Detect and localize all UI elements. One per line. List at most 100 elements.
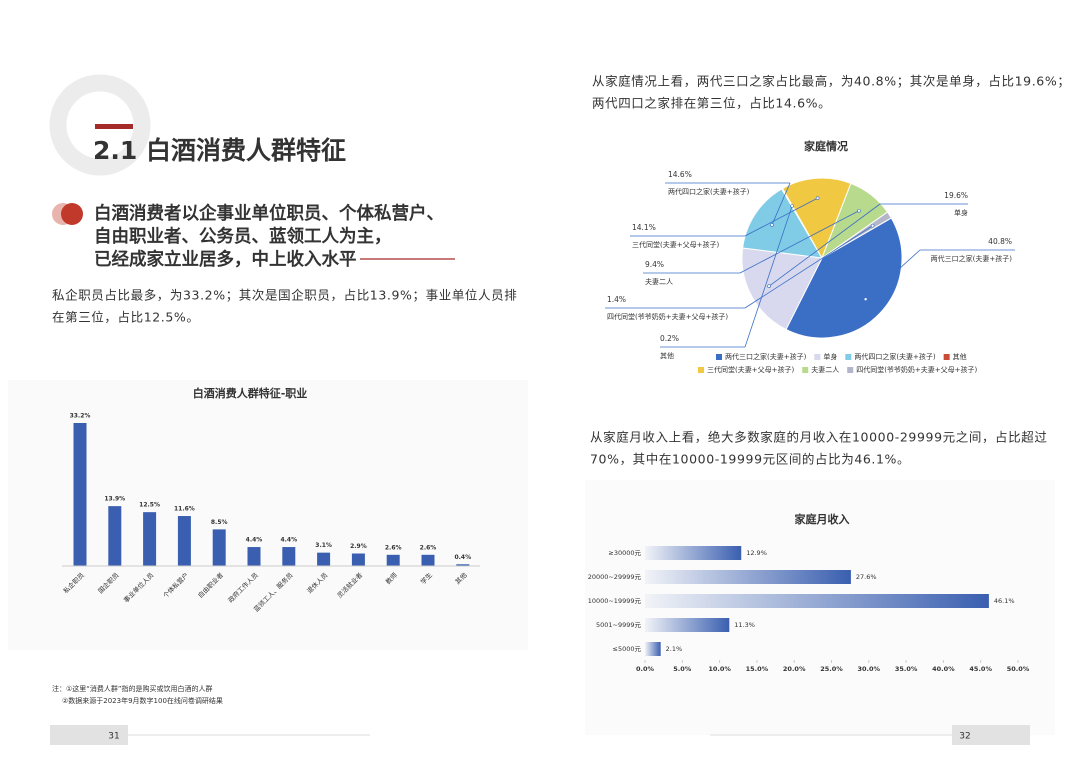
x-tick-label: 5.0% [673, 665, 692, 673]
legend-label: 单身 [823, 352, 837, 361]
value-label: 0.2% [660, 334, 679, 343]
x-tick-label: 30.0% [858, 665, 881, 673]
value-label: 14.1% [632, 223, 656, 232]
value-label: 1.4% [607, 295, 626, 304]
category-label: 其他 [660, 351, 674, 360]
leader-dot [767, 284, 771, 288]
value-label: 11.6% [174, 506, 195, 513]
paragraph: 从家庭月收入上看，绝大多数家庭的月收入在10000-29999元之间，占比超过 [590, 430, 1047, 445]
headline: 已经成家立业居多，中上收入水平 [94, 249, 357, 270]
bar [645, 546, 742, 560]
legend-swatch [847, 367, 854, 373]
leader-line [771, 182, 791, 226]
bar [645, 642, 661, 656]
bar [386, 554, 400, 566]
paragraph: 从家庭情况上看，两代三口之家占比最高，为40.8%；其次是单身，占比19.6%； [592, 74, 1070, 89]
value-label: 13.9% [104, 496, 125, 503]
leader-dot [815, 196, 820, 200]
x-tick-label: 50.0% [1007, 665, 1030, 673]
x-tick-label: 35.0% [895, 665, 918, 673]
leader-line [865, 249, 921, 300]
category-label: 单身 [954, 208, 968, 217]
category-label: 四代同堂(爷爷奶奶+夫妻+父母+孩子) [607, 312, 728, 321]
leader-dot [857, 208, 861, 213]
chart-title: 家庭月收入 [795, 512, 850, 526]
value-label: 40.8% [988, 237, 1012, 246]
y-tick-label: 10000~19999元 [588, 597, 642, 605]
bar [282, 547, 296, 566]
x-tick-label: 10.0% [708, 665, 731, 673]
bar [108, 506, 122, 566]
paragraph: 在第三位，占比12.5%。 [52, 310, 200, 325]
chart-title: 家庭情况 [804, 139, 848, 153]
deco-bar [95, 124, 133, 129]
bar [421, 554, 435, 566]
category-label: 两代四口之家(夫妻+孩子) [668, 187, 750, 196]
value-label: 12.5% [139, 502, 160, 509]
paragraph: 两代四口之家排在第三位，占比14.6%。 [592, 96, 831, 111]
note: 注：①这里“消费人群”指的是购买或饮用白酒的人群 [52, 684, 213, 693]
leader-dot [863, 297, 868, 301]
value-label: 9.4% [645, 260, 664, 269]
leader-line [744, 197, 818, 237]
headline: 白酒消费者以企事业单位职员、个体私营户、 [94, 203, 444, 224]
note: ②数据来源于2023年9月数字100在线问卷调研结果 [62, 696, 223, 705]
bar [351, 553, 365, 566]
bar [73, 423, 87, 566]
legend-swatch [814, 354, 821, 360]
pie-slice [741, 247, 823, 331]
footer-bar [952, 725, 1030, 745]
x-tick-label: 0.0% [636, 665, 655, 673]
bar [177, 516, 191, 566]
x-tick-label: 15.0% [746, 665, 769, 673]
y-tick-label: ≥30000元 [608, 549, 641, 557]
bar [212, 529, 226, 566]
bar [247, 547, 261, 566]
leader-dot [770, 223, 774, 227]
y-tick-label: 5001~9999元 [596, 621, 642, 629]
legend-label: 四代同堂(爷爷奶奶+夫妻+父母+孩子) [856, 365, 977, 374]
x-tick-label: 20.0% [783, 665, 806, 673]
value-label: 3.1% [315, 542, 332, 549]
value-label: 2.1% [666, 645, 683, 653]
pie-slice [781, 177, 852, 260]
page-number: 32 [959, 732, 970, 742]
section-title: 2.1 白酒消费人群特征 [93, 136, 346, 165]
deco-ring [49, 74, 151, 176]
paragraph: 私企职员占比最多，为33.2%；其次是国企职员，占比13.9%；事业单位人员排 [52, 288, 517, 303]
x-tick-label: 45.0% [969, 665, 992, 673]
category-label: 两代三口之家(夫妻+孩子) [931, 254, 1013, 263]
value-label: 12.9% [746, 549, 767, 557]
legend-label: 其他 [953, 352, 967, 361]
value-label: 14.6% [668, 170, 692, 179]
value-label: 2.6% [420, 544, 437, 551]
leader-line [768, 203, 881, 287]
legend-swatch [845, 354, 852, 360]
category-label: 夫妻二人 [645, 277, 673, 286]
x-tick-label: 40.0% [932, 665, 955, 673]
leader-line [744, 225, 873, 309]
value-label: 4.4% [246, 537, 263, 544]
headline: 自由职业者、公务员、蓝领工人为主， [94, 226, 392, 247]
value-label: 4.4% [280, 537, 297, 544]
paragraph: 70%，其中在10000-19999元区间的占比为46.1%。 [590, 452, 910, 467]
bar [645, 618, 730, 632]
value-label: 8.5% [211, 519, 228, 526]
y-tick-label: ≤5000元 [613, 645, 642, 653]
value-label: 0.4% [454, 554, 471, 561]
bar [317, 552, 331, 566]
legend-swatch [802, 367, 809, 373]
value-label: 33.2% [70, 413, 91, 420]
bar [456, 564, 470, 566]
page-number: 31 [108, 732, 119, 742]
pie-slice [785, 217, 903, 339]
value-label: 2.9% [350, 543, 367, 550]
footer-bar [50, 725, 128, 745]
value-label: 46.1% [994, 597, 1015, 605]
leader-dot [870, 223, 875, 228]
legend-label: 两代三口之家(夫妻+孩子) [725, 352, 807, 361]
legend-label: 两代四口之家(夫妻+孩子) [854, 352, 936, 361]
value-label: 27.6% [856, 573, 877, 581]
value-label: 11.3% [734, 621, 755, 629]
pie-slice [821, 211, 892, 259]
